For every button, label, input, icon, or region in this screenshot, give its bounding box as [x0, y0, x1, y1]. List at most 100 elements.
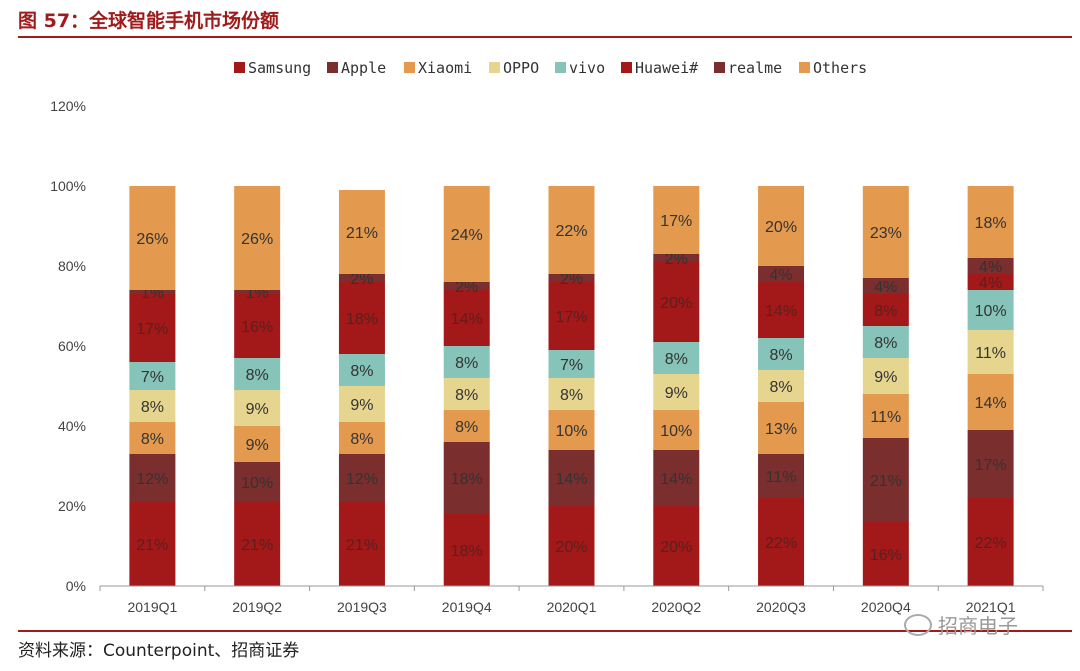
data-label: 14%	[555, 471, 587, 488]
data-label: 8%	[874, 335, 897, 352]
bar-segment-huawei	[758, 282, 805, 338]
data-label: 10%	[241, 475, 273, 492]
bar-segment-realme	[234, 290, 281, 294]
data-label: 2%	[560, 271, 583, 288]
data-label: 8%	[769, 379, 792, 396]
legend-swatch-3	[489, 62, 500, 73]
bar-segment-huawei	[443, 290, 490, 346]
bar-segment-others	[967, 186, 1014, 258]
bar-segment-xiaomi	[758, 402, 805, 454]
bar-segment-others	[653, 186, 700, 254]
y-axis: 0% 20% 40% 60% 80% 100% 120%	[50, 98, 86, 594]
y-tick-label: 40%	[58, 418, 86, 434]
data-label: 4%	[979, 275, 1002, 292]
data-label: 8%	[455, 387, 478, 404]
data-label: 8%	[455, 419, 478, 436]
data-label: 16%	[241, 319, 273, 336]
bar-segment-xiaomi	[862, 394, 909, 438]
bar-segment-samsung	[548, 506, 595, 586]
bar-segment-apple	[758, 454, 805, 498]
wechat-icon	[904, 613, 932, 636]
data-label: 4%	[874, 279, 897, 296]
data-label: 8%	[141, 431, 164, 448]
bar-segment-realme	[548, 274, 595, 282]
legend-label-2: Xiaomi	[418, 59, 472, 77]
bar-segment-apple	[338, 454, 385, 502]
bar-segment-vivo	[758, 338, 805, 370]
chart-title: 图 57：全球智能手机市场份额	[18, 10, 280, 32]
data-label: 24%	[451, 227, 483, 244]
bar-segment-samsung	[443, 514, 490, 586]
legend-label-6: realme	[728, 59, 782, 77]
data-label: 17%	[975, 457, 1007, 474]
data-label: 20%	[660, 539, 692, 556]
x-tick-label: 2020Q2	[651, 599, 701, 615]
top-rule	[18, 36, 1072, 38]
bar-segment-others	[758, 186, 805, 266]
bar-segment-samsung	[129, 502, 176, 586]
bar-segment-vivo	[234, 358, 281, 390]
data-label: 17%	[136, 321, 168, 338]
bar-segment-others	[443, 186, 490, 282]
legend-label-4: vivo	[569, 59, 605, 77]
data-label: 20%	[765, 219, 797, 236]
y-tick-label: 80%	[58, 258, 86, 274]
data-label: 9%	[246, 401, 269, 418]
bar-segment-huawei	[862, 294, 909, 326]
bar-segment-xiaomi	[338, 422, 385, 454]
legend-swatch-5	[621, 62, 632, 73]
bar-segment-xiaomi	[129, 422, 176, 454]
legend-swatch-6	[714, 62, 725, 73]
y-tick-label: 20%	[58, 498, 86, 514]
x-tick-label: 2020Q1	[547, 599, 597, 615]
legend-label-1: Apple	[341, 59, 386, 77]
x-tick-label: 2019Q4	[442, 599, 492, 615]
data-label: 14%	[975, 395, 1007, 412]
bar-segment-samsung	[967, 498, 1014, 586]
bar-segment-oppo	[234, 390, 281, 426]
bar-segment-huawei	[234, 294, 281, 358]
bar-segment-apple	[234, 462, 281, 502]
legend: Samsung Apple Xiaomi OPPO vivo Huawei# realme O…	[234, 59, 867, 77]
data-label: 22%	[765, 535, 797, 552]
bottom-rule	[18, 630, 1072, 632]
legend-swatch-7	[799, 62, 810, 73]
bar-segment-vivo	[129, 362, 176, 390]
data-label: 2%	[665, 251, 688, 268]
bar-segment-huawei	[129, 294, 176, 362]
bar-segment-samsung	[338, 502, 385, 586]
data-label: 14%	[765, 303, 797, 320]
bars: 21%12%8%8%7%17%1%26%21%10%9%9%8%16%1%26%…	[129, 186, 1014, 586]
data-label: 9%	[874, 369, 897, 386]
x-tick-label: 2019Q3	[337, 599, 387, 615]
data-label: 10%	[660, 423, 692, 440]
data-label: 13%	[765, 421, 797, 438]
data-label: 8%	[350, 363, 373, 380]
data-label: 9%	[350, 397, 373, 414]
data-label: 21%	[136, 537, 168, 554]
data-label: 26%	[241, 231, 273, 248]
x-axis: 2019Q1 2019Q2 2019Q3 2019Q4 2020Q1 2020Q2 2020…	[99, 585, 1044, 615]
bar-segment-xiaomi	[967, 374, 1014, 430]
data-label: 21%	[346, 537, 378, 554]
data-label: 17%	[660, 213, 692, 230]
data-label: 9%	[246, 437, 269, 454]
bar-segment-vivo	[653, 342, 700, 374]
data-label: 8%	[350, 431, 373, 448]
data-label: 21%	[870, 473, 902, 490]
bar-segment-oppo	[862, 358, 909, 394]
data-label: 8%	[455, 355, 478, 372]
data-label: 12%	[136, 471, 168, 488]
legend-swatch-2	[404, 62, 415, 73]
bar-segment-oppo	[548, 378, 595, 410]
bar-segment-apple	[653, 450, 700, 506]
bar-segment-others	[129, 186, 176, 290]
bar-segment-others	[548, 186, 595, 274]
data-label: 9%	[665, 385, 688, 402]
data-label: 11%	[870, 409, 901, 426]
data-label: 7%	[141, 369, 164, 386]
bar-segment-apple	[443, 442, 490, 514]
data-label: 20%	[660, 295, 692, 312]
data-label: 14%	[451, 311, 483, 328]
